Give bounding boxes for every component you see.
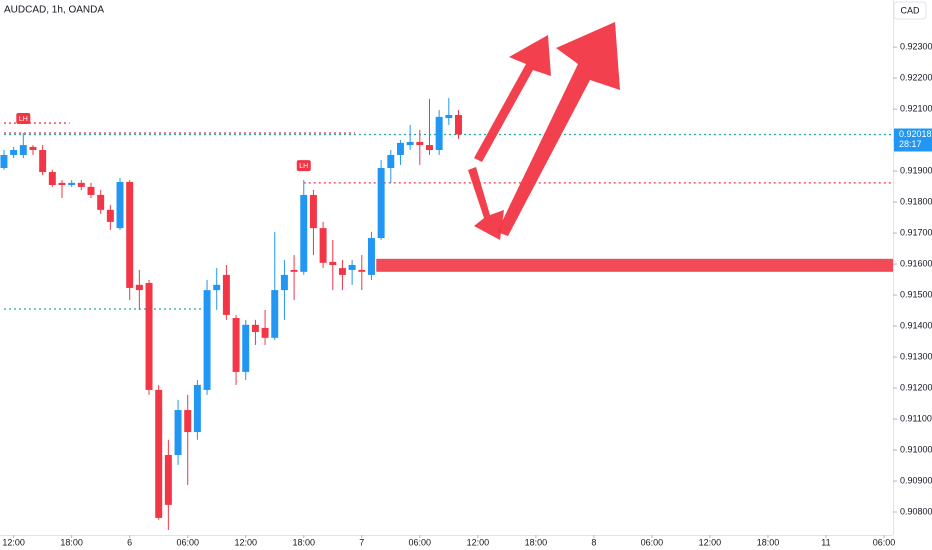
candle-body — [19, 145, 27, 155]
x-tick-label: 7 — [359, 537, 364, 547]
candle-body — [406, 141, 414, 146]
x-tick-label: 12:00 — [234, 537, 257, 547]
candle-body — [367, 238, 375, 275]
arrow-down — [468, 167, 504, 240]
candle-body — [106, 209, 114, 222]
candle-body — [396, 142, 404, 155]
candle-body — [300, 194, 308, 272]
candle-body — [348, 265, 356, 270]
y-tick-label: 0.91700 — [900, 227, 932, 237]
x-tick-label: 12:00 — [467, 537, 490, 547]
candle-body — [213, 284, 221, 291]
x-tick-label: 06:00 — [641, 537, 664, 547]
x-tick-label: 18:00 — [525, 537, 548, 547]
candle-body — [338, 268, 346, 275]
x-tick-label: 06:00 — [409, 537, 432, 547]
arrow-layer — [468, 22, 620, 240]
last-price-label: 0.92018 — [899, 129, 932, 139]
candle-body — [184, 410, 192, 433]
x-tick-label: 12:00 — [699, 537, 722, 547]
axis-layer: 0.923000.922000.921000.920000.919000.918… — [2, 41, 932, 547]
x-tick-label: 18:00 — [757, 537, 780, 547]
candle-body — [174, 410, 182, 455]
candle-body — [445, 114, 453, 119]
candle-body — [126, 181, 134, 288]
candle-body — [29, 146, 37, 151]
y-tick-label: 0.92300 — [900, 41, 932, 51]
candle-body — [455, 114, 462, 135]
x-tick-label: 18:00 — [60, 537, 83, 547]
candle-body — [222, 274, 230, 315]
candle-body — [77, 182, 85, 187]
y-tick-label: 0.91200 — [900, 382, 932, 392]
candle-body — [271, 290, 279, 338]
candle-body — [251, 324, 259, 332]
currency-label[interactable]: CAD — [900, 5, 920, 15]
currency-button[interactable] — [893, 1, 927, 20]
candle-body — [425, 145, 433, 151]
candle-body — [358, 269, 366, 272]
candle-body — [232, 318, 240, 372]
y-tick-label: 0.90800 — [900, 506, 932, 516]
annotation-layer — [3, 122, 893, 310]
y-tick-label: 0.91400 — [900, 320, 932, 330]
candle-body — [39, 150, 47, 173]
y-tick-label: 0.91900 — [900, 165, 932, 175]
x-tick-label: 12:00 — [2, 537, 25, 547]
candle-body — [377, 167, 385, 239]
y-tick-label: 0.91000 — [900, 444, 932, 454]
candle-body — [203, 290, 211, 390]
candle-body — [435, 116, 443, 151]
x-tick-label: 06:00 — [873, 537, 896, 547]
candle-body — [261, 327, 269, 338]
y-tick-label: 0.91300 — [900, 351, 932, 361]
arrow-up — [497, 22, 620, 236]
candle-body — [97, 194, 105, 210]
x-tick-label: 6 — [127, 537, 132, 547]
candle-body — [319, 228, 327, 263]
y-tick-label: 0.91500 — [900, 289, 932, 299]
candle-body — [48, 172, 56, 186]
marker-badge — [296, 160, 311, 172]
candle-body — [329, 261, 337, 265]
marker-label: LH — [299, 163, 308, 170]
candle-layer — [0, 97, 462, 530]
candle-body — [10, 150, 18, 155]
countdown-label: 28:17 — [899, 139, 922, 149]
candle-body — [58, 182, 66, 186]
last-price-box — [894, 128, 932, 152]
candle-body — [242, 324, 250, 372]
y-tick-label: 0.90900 — [900, 475, 932, 485]
candle-body — [164, 454, 172, 505]
marker-label: LH — [19, 116, 28, 123]
candle-body — [290, 269, 298, 272]
x-tick-label: 8 — [591, 537, 596, 547]
y-tick-label: 0.91800 — [900, 196, 932, 206]
candle-body — [309, 194, 317, 229]
zone — [376, 258, 893, 272]
x-tick-label: 11 — [821, 537, 830, 547]
symbol-title: AUDCAD, 1h, OANDA — [4, 5, 104, 16]
x-tick-label: 06:00 — [176, 537, 199, 547]
y-tick-label: 0.91600 — [900, 258, 932, 268]
candle-body — [387, 154, 395, 168]
candle-body — [416, 141, 424, 146]
x-tick-label: 18:00 — [292, 537, 315, 547]
marker-badge — [16, 112, 31, 124]
candle-body — [87, 186, 95, 195]
y-tick-label: 0.92100 — [900, 103, 932, 113]
candle-body — [155, 389, 163, 518]
candle-body — [145, 282, 153, 390]
candle-body — [280, 274, 288, 291]
y-tick-label: 0.92200 — [900, 72, 932, 82]
y-tick-label: 0.91100 — [900, 413, 932, 423]
candle-body — [116, 181, 124, 229]
candle-body — [135, 284, 143, 291]
candle-body — [0, 154, 8, 168]
arrow-up — [474, 35, 551, 162]
candle-body — [193, 384, 201, 433]
candle-body — [68, 182, 76, 186]
